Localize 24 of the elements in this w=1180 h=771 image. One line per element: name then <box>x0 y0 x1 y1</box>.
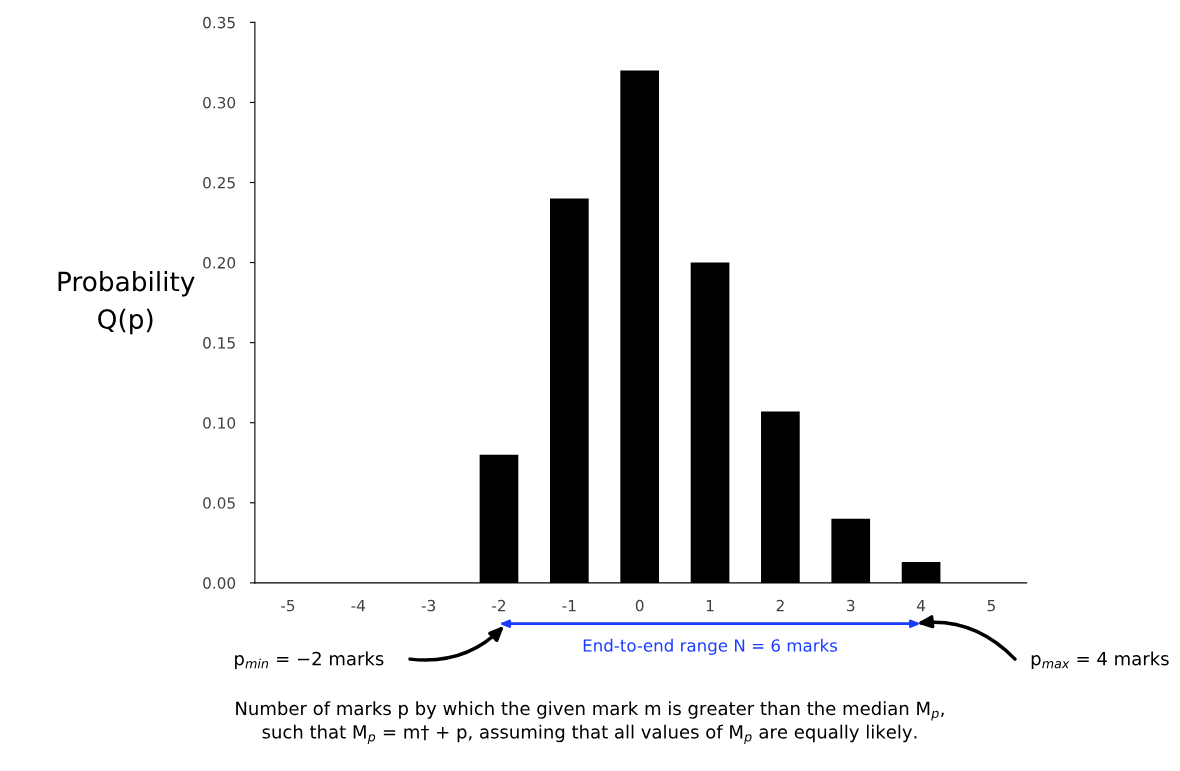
text: Number of marks p by which the given mark m is greater than the median M$_{p}$, such that M$_{p}$ = m† + p, assuming that all values of M$_{p}$ are equally likely. <box>236 701 944 745</box>
y-tick-label: 0.05 <box>203 497 235 509</box>
x-tick-label: 3 <box>847 599 855 612</box>
y-tick-label: 0.00 <box>203 577 236 589</box>
y-tick-label: 0.25 <box>203 176 235 189</box>
x-tick-label: -2 <box>492 599 506 612</box>
y-tick-label: 0.30 <box>203 96 236 109</box>
y-tick-label: 0.20 <box>203 257 236 269</box>
x-tick-label: -4 <box>351 600 366 612</box>
text: p$_{min}$ = −2 marks <box>235 651 384 669</box>
text: End-to-end range N = 6 marks <box>583 638 838 655</box>
y-tick-label: 0.35 <box>203 16 235 29</box>
x-tick-label: 0 <box>635 599 644 612</box>
y-tick-label: 0.15 <box>203 337 235 349</box>
x-tick-label: -1 <box>562 600 576 612</box>
x-tick-label: 5 <box>987 600 995 612</box>
text: p$_{max}$ = 4 marks <box>1031 651 1169 669</box>
x-tick-label: -5 <box>281 600 295 612</box>
x-tick-label: 4 <box>916 600 926 612</box>
y-tick-label: 0.10 <box>203 417 236 429</box>
x-tick-label: 2 <box>776 599 784 612</box>
y-axis-title: Probability Q(p) <box>58 271 195 335</box>
x-tick-label: 1 <box>706 600 714 612</box>
x-tick-label: -3 <box>421 599 436 612</box>
